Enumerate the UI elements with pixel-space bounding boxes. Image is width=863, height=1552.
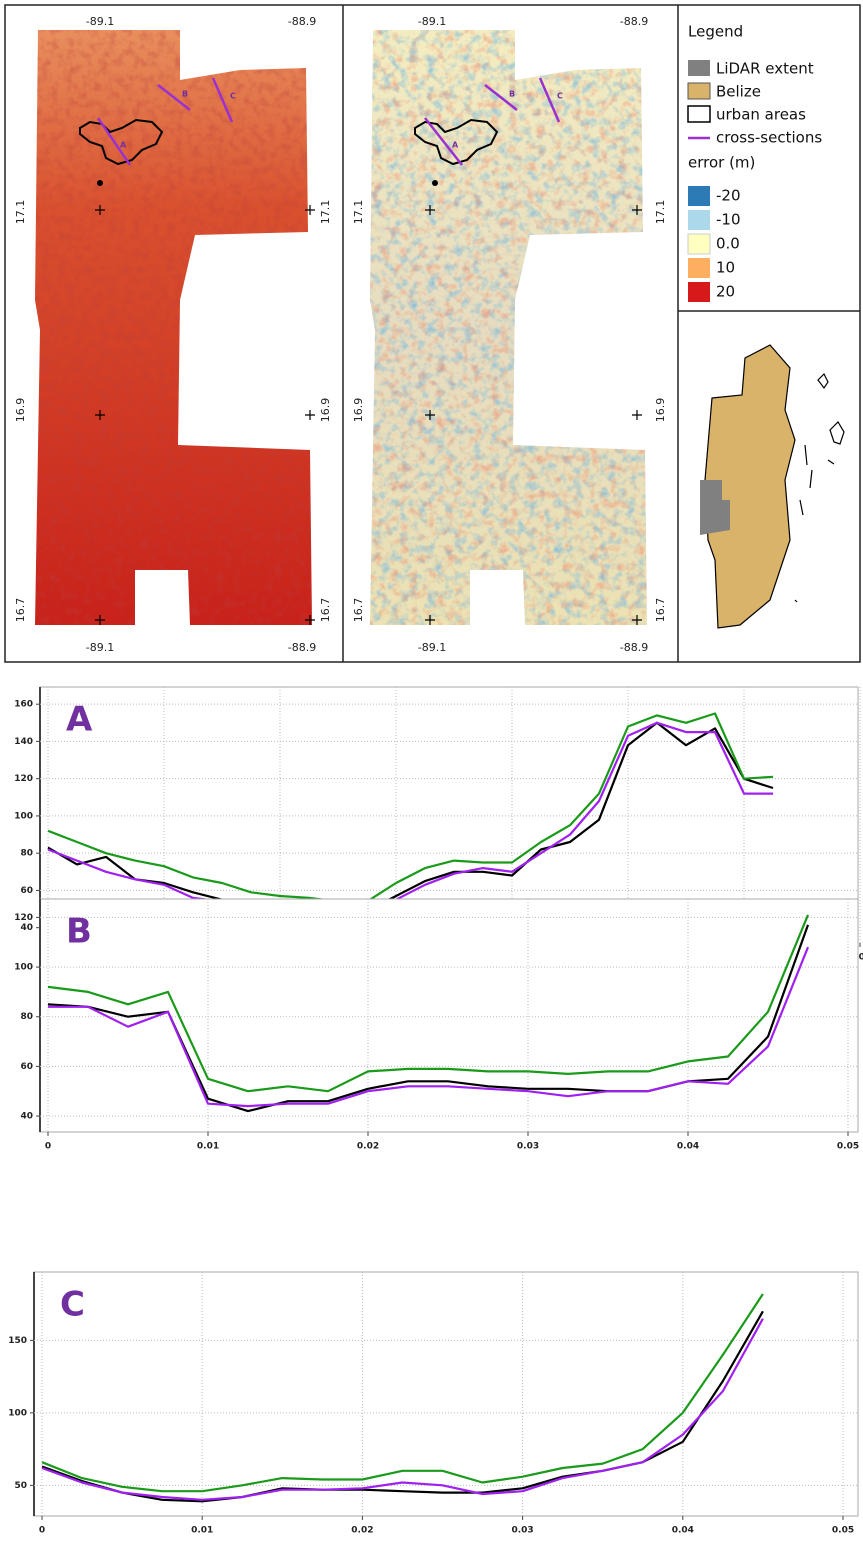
legend-label: 0.0 [716, 235, 740, 253]
lon-label: -88.9 [620, 15, 648, 28]
legend-swatch [688, 234, 710, 254]
legend-title: Legend [688, 23, 743, 41]
x-tick-label: 0.01 [197, 1142, 219, 1152]
y-tick-label: 40 [20, 923, 33, 933]
lon-label: -89.1 [86, 641, 114, 654]
lat-label: 16.9 [352, 398, 365, 423]
chart-title: B [66, 912, 92, 952]
y-tick-label: 150 [8, 1336, 27, 1346]
lat-label: 16.9 [319, 398, 332, 423]
legend-label: 10 [716, 259, 735, 277]
lat-label: 16.7 [654, 598, 667, 623]
line-chart: 40 60 80 100 120 0 0.01 0.02 0.03 0.04 0.05 B [14, 899, 859, 1152]
legend-label: Belize [716, 83, 761, 101]
line-chart: 50 100 150 0 0.01 0.02 0.03 0.04 0.05 C [8, 1272, 858, 1536]
plot-frame [34, 1272, 858, 1516]
y-tick-label: 120 [14, 774, 33, 784]
y-tick-label: 80 [20, 1012, 33, 1022]
legend-swatch [688, 60, 710, 76]
cross-section-label: B [509, 90, 515, 99]
x-tick-label: 0.02 [357, 1142, 379, 1152]
lon-label: -88.9 [620, 641, 648, 654]
x-tick-label: 0.04 [672, 1526, 694, 1536]
plot-frame [40, 899, 858, 1132]
legend-label: -10 [716, 211, 741, 229]
legend-swatch [688, 258, 710, 278]
x-tick-label: 0.04 [677, 1142, 699, 1152]
y-tick-label: 120 [14, 913, 33, 923]
legend-label: cross-sections [716, 129, 822, 147]
lat-label: 16.9 [654, 398, 667, 423]
y-tick-label: 60 [20, 886, 33, 896]
x-tick-label: 0.05 [832, 1526, 854, 1536]
cross-section-label: A [452, 141, 459, 150]
x-tick-label: 0.03 [511, 1526, 533, 1536]
lat-label: 16.7 [14, 598, 27, 623]
lat-label: 16.7 [319, 598, 332, 623]
cross-section-label: B [182, 90, 188, 99]
legend-swatch [688, 282, 710, 302]
lon-label: -88.9 [288, 641, 316, 654]
y-tick-label: 140 [14, 737, 33, 747]
legend-label: 20 [716, 283, 735, 301]
y-tick-label: 160 [14, 700, 33, 710]
lat-label: 16.9 [14, 398, 27, 423]
page: A B C A B C -89.1 -88.9 -89.1 -88.9 -89.… [0, 0, 863, 1552]
x-tick-label: 0.02 [351, 1526, 373, 1536]
y-tick-label: 100 [8, 1408, 27, 1418]
lon-label: -89.1 [418, 15, 446, 28]
figure: A B C A B C -89.1 -88.9 -89.1 -88.9 -89.… [0, 0, 863, 1552]
lat-label: 16.7 [352, 598, 365, 623]
x-tick-label: 0.01 [191, 1526, 213, 1536]
legend-label: -20 [716, 187, 741, 205]
lat-label: 17.1 [654, 200, 667, 225]
legend-swatch [688, 83, 710, 99]
legend-swatch [688, 186, 710, 206]
urban-area [432, 180, 438, 186]
y-tick-label: 50 [14, 1481, 27, 1491]
y-tick-label: 40 [20, 1112, 33, 1122]
chart-title: C [60, 1285, 85, 1325]
cross-section-label: C [557, 92, 563, 101]
y-tick-label: 60 [20, 1062, 33, 1072]
x-tick-label: 0 [45, 1142, 51, 1152]
lat-label: 17.1 [319, 200, 332, 225]
legend-label: urban areas [716, 106, 806, 124]
lon-label: -89.1 [86, 15, 114, 28]
y-tick-label: 100 [14, 811, 33, 821]
legend-label: LiDAR extent [716, 60, 814, 78]
y-tick-label: 100 [14, 963, 33, 973]
y-tick-label: 80 [20, 849, 33, 859]
lon-label: -89.1 [418, 641, 446, 654]
legend-swatch [688, 210, 710, 230]
chart-title: A [66, 700, 93, 740]
x-tick-label: 0.03 [517, 1142, 539, 1152]
lon-label: -88.9 [288, 15, 316, 28]
x-tick-label: 0 [39, 1526, 45, 1536]
urban-area [97, 180, 103, 186]
legend-swatch [688, 106, 710, 122]
cross-section-label: A [120, 141, 127, 150]
legend-subtitle: error (m) [688, 154, 755, 172]
cross-section-label: C [230, 92, 236, 101]
x-tick-label: 0.05 [837, 1142, 859, 1152]
lat-label: 17.1 [14, 200, 27, 225]
lat-label: 17.1 [352, 200, 365, 225]
